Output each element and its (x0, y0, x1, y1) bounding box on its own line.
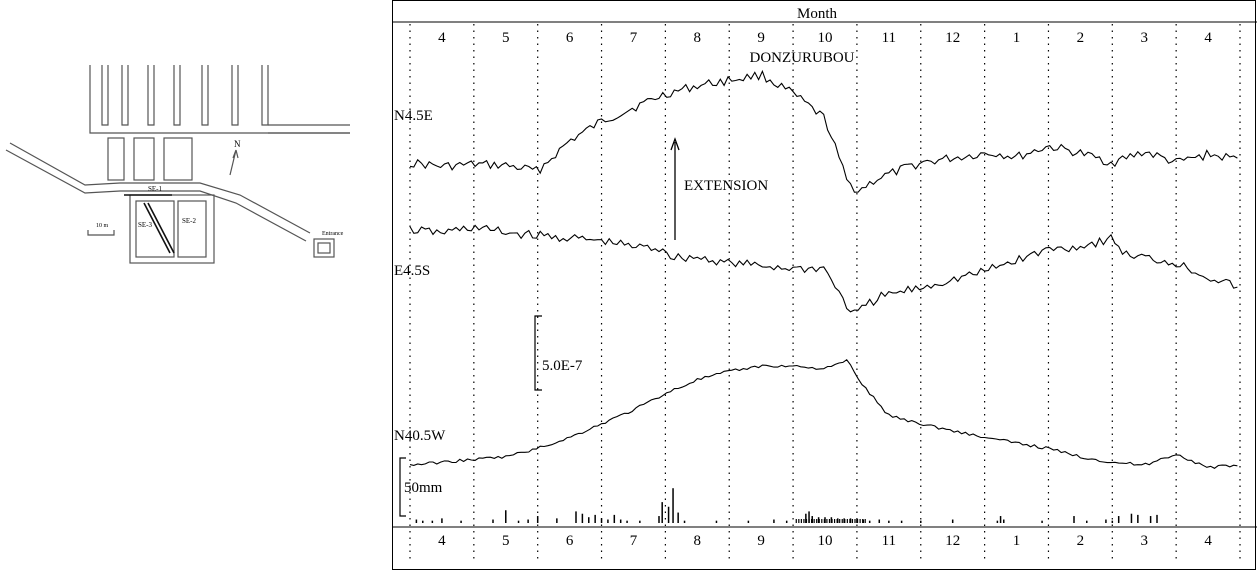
extension-label: EXTENSION (684, 178, 768, 194)
month-tick-label-bottom: 8 (694, 533, 702, 549)
map-label-se1: SE-1 (148, 185, 163, 193)
month-tick-label-top: 5 (502, 30, 510, 46)
month-tick-label-bottom: 6 (566, 533, 574, 549)
cave-map: SE-1 SE-2 SE-3 N 10 m Entrance (5, 65, 350, 264)
precipitation-bars (415, 488, 1158, 523)
month-tick-label-top: 6 (566, 30, 574, 46)
series-label-n4-5e: N4.5E (394, 108, 433, 124)
month-tick-label-top: 7 (630, 30, 638, 46)
top-axis-title: Month (797, 6, 838, 22)
strain-series: N4.5E E4.5S N40.5W (394, 69, 1238, 469)
month-tick-label-bottom: 4 (438, 533, 446, 549)
series-line-n40-5w (409, 359, 1238, 469)
precip-scale-bar (399, 457, 406, 517)
month-tick-label-bottom: 4 (1204, 533, 1212, 549)
map-scale-label: 10 m (96, 223, 109, 229)
month-tick-label-top: 8 (694, 30, 702, 46)
month-tick-label-top: 11 (882, 30, 896, 46)
strain-scale-label: 5.0E-7 (542, 358, 583, 374)
map-entrance-label: Entrance (322, 231, 344, 237)
series-label-e4-5s: E4.5S (394, 263, 430, 279)
extension-arrow-head (670, 137, 680, 151)
strain-scale-bar (534, 315, 542, 391)
month-tick-label-bottom: 10 (818, 533, 833, 549)
month-tick-label-bottom: 7 (630, 533, 638, 549)
month-gridlines (409, 24, 1241, 560)
map-label-se2: SE-2 (182, 217, 197, 225)
series-line-e4-5s (409, 224, 1238, 313)
month-tick-label-top: 2 (1077, 30, 1085, 46)
month-tick-label-top: 12 (945, 30, 960, 46)
month-tick-label-bottom: 11 (882, 533, 896, 549)
series-label-n40-5w: N40.5W (394, 428, 446, 444)
month-tick-label-top: 4 (1204, 30, 1212, 46)
month-tick-label-top: 3 (1140, 30, 1148, 46)
month-tick-label-top: 1 (1013, 30, 1021, 46)
month-tick-label-bottom: 5 (502, 533, 510, 549)
map-label-se3: SE-3 (138, 221, 153, 229)
map-north-label: N (234, 139, 241, 149)
month-tick-label-bottom: 1 (1013, 533, 1021, 549)
month-tick-label-bottom: 12 (945, 533, 960, 549)
precip-scale-label: 50mm (404, 480, 443, 496)
series-line-n4-5e (409, 69, 1238, 193)
month-tick-label-top: 9 (757, 30, 765, 46)
month-ticks-bottom: 4 5 6 7 8 9 10 11 12 1 2 3 4 (438, 533, 1212, 549)
month-tick-label-bottom: 3 (1140, 533, 1148, 549)
chart-frame (392, 0, 1256, 570)
site-name: DONZURUBOU (750, 50, 855, 66)
month-tick-label-top: 4 (438, 30, 446, 46)
month-tick-label-bottom: 9 (757, 533, 765, 549)
month-tick-label-top: 10 (818, 30, 833, 46)
month-ticks-top: 4 5 6 7 8 9 10 11 12 1 2 3 4 (438, 30, 1212, 46)
month-tick-label-bottom: 2 (1077, 533, 1085, 549)
